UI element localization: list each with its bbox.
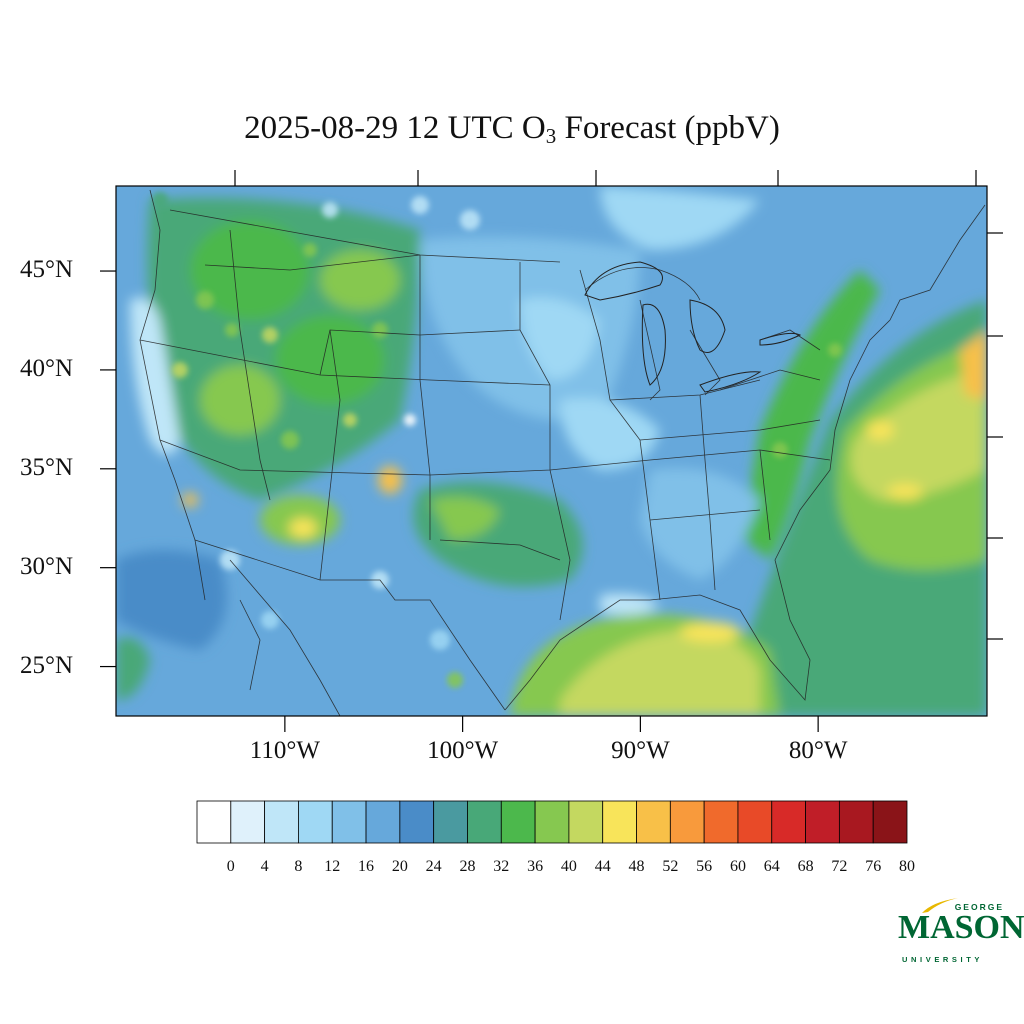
colorbar-label: 32 (493, 858, 510, 875)
colorbar-label: 36 (527, 858, 544, 875)
great-lakes (584, 261, 802, 393)
colorbar-label: 44 (594, 858, 611, 875)
colorbar-label: 8 (294, 858, 303, 875)
colorbar-swatch (467, 800, 502, 844)
colorbar-label: 0 (226, 858, 235, 875)
lon-label: 100°W (427, 737, 499, 764)
colorbar-label: 12 (324, 858, 341, 875)
lat-label: 40°N (20, 354, 74, 382)
colorbar-label: 64 (763, 858, 780, 875)
colorbar-label: 68 (797, 858, 814, 875)
lon-label: 80°W (788, 737, 848, 764)
colorbar-swatch (838, 800, 874, 844)
colorbar-swatch (196, 800, 232, 844)
colorbar-swatch (602, 800, 637, 844)
colorbar-swatch (737, 800, 773, 844)
colorbar-swatch (399, 800, 435, 844)
colorbar-swatch (568, 800, 604, 844)
lat-label: 30°N (20, 552, 74, 580)
colorbar-label: 60 (729, 858, 746, 875)
lon-label: 110°W (249, 737, 320, 764)
colorbar-label: 52 (662, 858, 679, 875)
gmu-logo: GEORGE MASON UNIVERSITY (896, 896, 1024, 968)
logo-bottom-text: UNIVERSITY (902, 955, 984, 964)
colorbar-label: 4 (260, 858, 269, 875)
axis-ticks (100, 170, 1003, 732)
colorbar-label: 48 (628, 858, 645, 875)
colorbar-swatch (331, 800, 367, 844)
colorbar-label: 20 (391, 858, 408, 875)
colorbar-swatch (703, 800, 739, 844)
colorbar-swatch (500, 800, 536, 844)
logo-main-text: MASON (898, 909, 1024, 946)
colorbar-swatch (636, 800, 671, 844)
colorbar-label: 80 (899, 858, 915, 875)
colorbar-label: 24 (425, 858, 442, 875)
ozone-field (116, 186, 987, 716)
colorbar-label: 76 (865, 858, 882, 875)
state-boundaries (139, 189, 986, 716)
map-title: 2025-08-29 12 UTC O3 Forecast (ppbV) (244, 110, 780, 148)
logo-top-text: GEORGE (954, 902, 1004, 912)
lat-label: 25°N (20, 651, 74, 679)
colorbar-label: 40 (560, 858, 577, 875)
colorbar-swatch (433, 800, 468, 844)
colorbar-swatch (805, 800, 840, 844)
colorbar-swatch (872, 800, 908, 844)
colorbar-swatch (365, 800, 401, 844)
colorbar-swatch (534, 800, 570, 844)
colorbar-label: 16 (358, 858, 375, 875)
colorbar-label: 72 (831, 858, 848, 875)
lat-label: 35°N (20, 453, 74, 481)
lon-label: 90°W (611, 737, 670, 764)
colorbar-swatch (264, 800, 299, 844)
colorbar-swatch (669, 800, 705, 844)
map-frame (115, 185, 988, 717)
colorbar-label: 28 (459, 858, 476, 875)
lat-label: 45°N (20, 256, 74, 284)
colorbar (196, 800, 908, 844)
colorbar-swatch (771, 800, 806, 844)
colorbar-swatch (298, 800, 333, 844)
colorbar-swatch (230, 800, 266, 844)
logo-swoosh-icon (922, 898, 958, 913)
colorbar-label: 56 (696, 858, 713, 875)
